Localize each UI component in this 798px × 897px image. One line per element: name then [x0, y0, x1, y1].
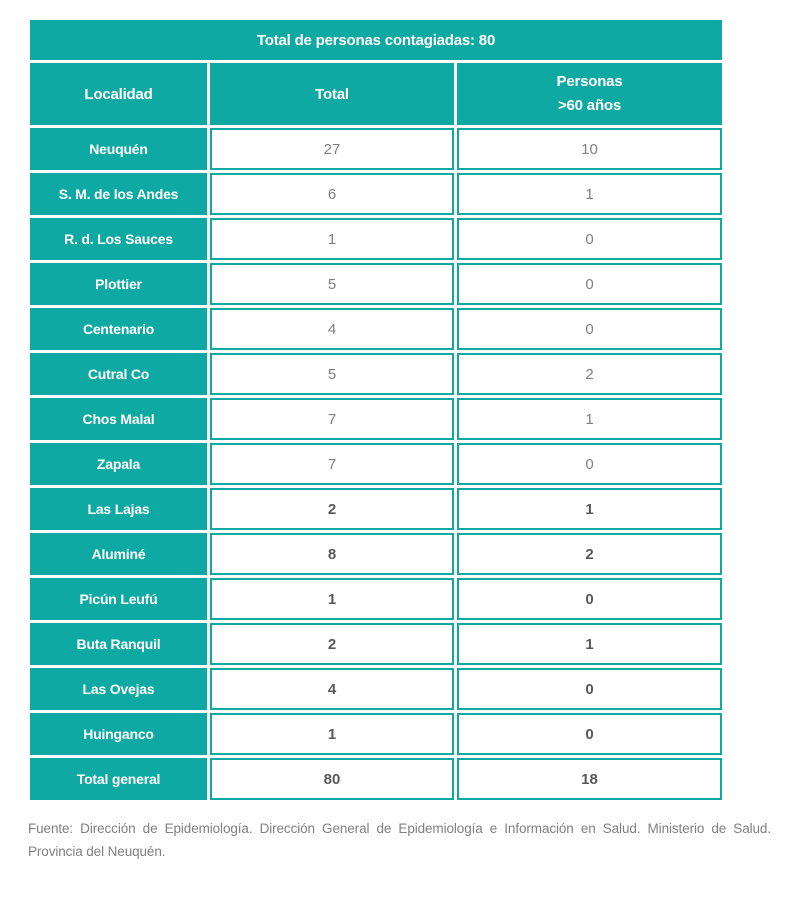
table-row: Picún Leufú 1 0 [30, 578, 723, 620]
table-row: Centenario 4 0 [30, 308, 723, 350]
table-row: Las Ovejas 4 0 [30, 668, 723, 710]
localidad-cell: Plottier [30, 263, 207, 305]
total-cell: 5 [210, 353, 454, 395]
total-cell: 4 [210, 308, 454, 350]
mayores60-cell: 0 [457, 263, 723, 305]
total-cell: 2 [210, 488, 454, 530]
total-row: Total general 80 18 [30, 758, 723, 800]
table-row: R. d. Los Sauces 1 0 [30, 218, 723, 260]
total-cell: 7 [210, 443, 454, 485]
mayores60-cell: 18 [457, 758, 723, 800]
total-cell: 2 [210, 623, 454, 665]
total-cell: 1 [210, 713, 454, 755]
total-cell: 4 [210, 668, 454, 710]
mayores60-cell: 2 [457, 533, 723, 575]
table-row: Neuquén 27 10 [30, 128, 723, 170]
total-cell: 6 [210, 173, 454, 215]
column-header-total: Total [210, 63, 454, 125]
total-cell: 27 [210, 128, 454, 170]
table-row: Chos Malal 7 1 [30, 398, 723, 440]
mayores60-cell: 1 [457, 623, 723, 665]
header-row: Localidad Total Personas >60 años [30, 63, 723, 125]
total-cell: 1 [210, 218, 454, 260]
mayores60-cell: 1 [457, 488, 723, 530]
localidad-cell: Picún Leufú [30, 578, 207, 620]
table-row: Buta Ranquil 2 1 [30, 623, 723, 665]
table-title: Total de personas contagiadas: 80 [30, 20, 723, 60]
column-header-localidad: Localidad [30, 63, 207, 125]
title-row: Total de personas contagiadas: 80 [30, 20, 723, 60]
localidad-cell: Chos Malal [30, 398, 207, 440]
total-cell: 7 [210, 398, 454, 440]
mayores60-cell: 0 [457, 668, 723, 710]
table-row: Aluminé 8 2 [30, 533, 723, 575]
table-row: Cutral Co 5 2 [30, 353, 723, 395]
mayores60-cell: 10 [457, 128, 723, 170]
mayores60-cell: 0 [457, 218, 723, 260]
table-row: Huinganco 1 0 [30, 713, 723, 755]
table-row: Zapala 7 0 [30, 443, 723, 485]
localidad-cell: Las Ovejas [30, 668, 207, 710]
localidad-cell: Huinganco [30, 713, 207, 755]
localidad-cell: Centenario [30, 308, 207, 350]
header-personas-line1: Personas [556, 73, 623, 90]
mayores60-cell: 0 [457, 713, 723, 755]
localidad-cell: Las Lajas [30, 488, 207, 530]
localidad-cell: Neuquén [30, 128, 207, 170]
total-cell: 8 [210, 533, 454, 575]
localidad-cell: Cutral Co [30, 353, 207, 395]
header-personas-line2: >60 años [557, 97, 622, 114]
mayores60-cell: 2 [457, 353, 723, 395]
total-cell: 80 [210, 758, 454, 800]
localidad-cell: R. d. Los Sauces [30, 218, 207, 260]
source-note: Fuente: Dirección de Epidemiología. Dire… [28, 821, 771, 859]
mayores60-cell: 0 [457, 578, 723, 620]
localidad-cell: Buta Ranquil [30, 623, 207, 665]
mayores60-cell: 1 [457, 398, 723, 440]
column-header-personas-mayores-60: Personas >60 años [457, 63, 723, 125]
contagios-table: Total de personas contagiadas: 80 Locali… [27, 17, 725, 803]
table-row: Plottier 5 0 [30, 263, 723, 305]
localidad-cell: S. M. de los Andes [30, 173, 207, 215]
localidad-cell: Zapala [30, 443, 207, 485]
mayores60-cell: 0 [457, 308, 723, 350]
total-label-cell: Total general [30, 758, 207, 800]
mayores60-cell: 0 [457, 443, 723, 485]
total-cell: 1 [210, 578, 454, 620]
total-cell: 5 [210, 263, 454, 305]
mayores60-cell: 1 [457, 173, 723, 215]
table-row: Las Lajas 2 1 [30, 488, 723, 530]
localidad-cell: Aluminé [30, 533, 207, 575]
table-row: S. M. de los Andes 6 1 [30, 173, 723, 215]
